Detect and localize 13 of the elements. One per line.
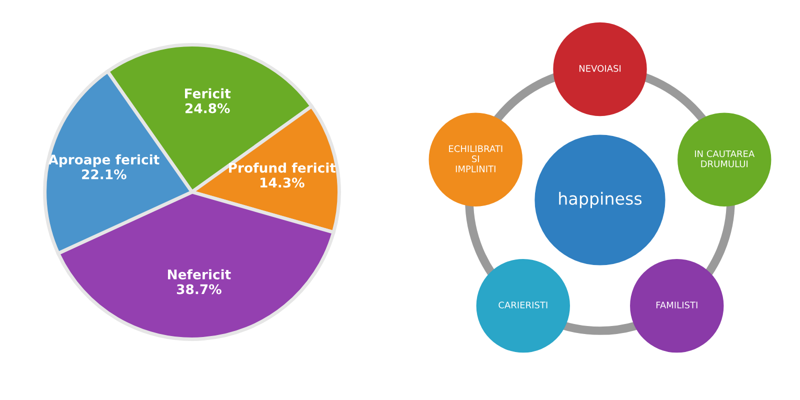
text: ECHILIBRATI SI IMPLINITI — [449, 145, 502, 172]
text: FAMILISTI — [656, 302, 698, 308]
slice-label: Fericit — [185, 88, 231, 98]
text: IN CAUTAREA DRUMULUI — [694, 150, 755, 168]
data-label: 14.3% — [260, 178, 304, 188]
data-label: 22.1% — [82, 169, 126, 180]
slice-label: Nefericit — [168, 269, 231, 280]
text: happiness — [559, 192, 642, 208]
text: NEVOIASI — [579, 65, 621, 72]
slice-label: Profund fericit — [229, 162, 336, 173]
data-label: 24.8% — [186, 103, 230, 114]
data-label: 38.7% — [176, 284, 222, 294]
text: CARIERISTI — [498, 302, 548, 308]
